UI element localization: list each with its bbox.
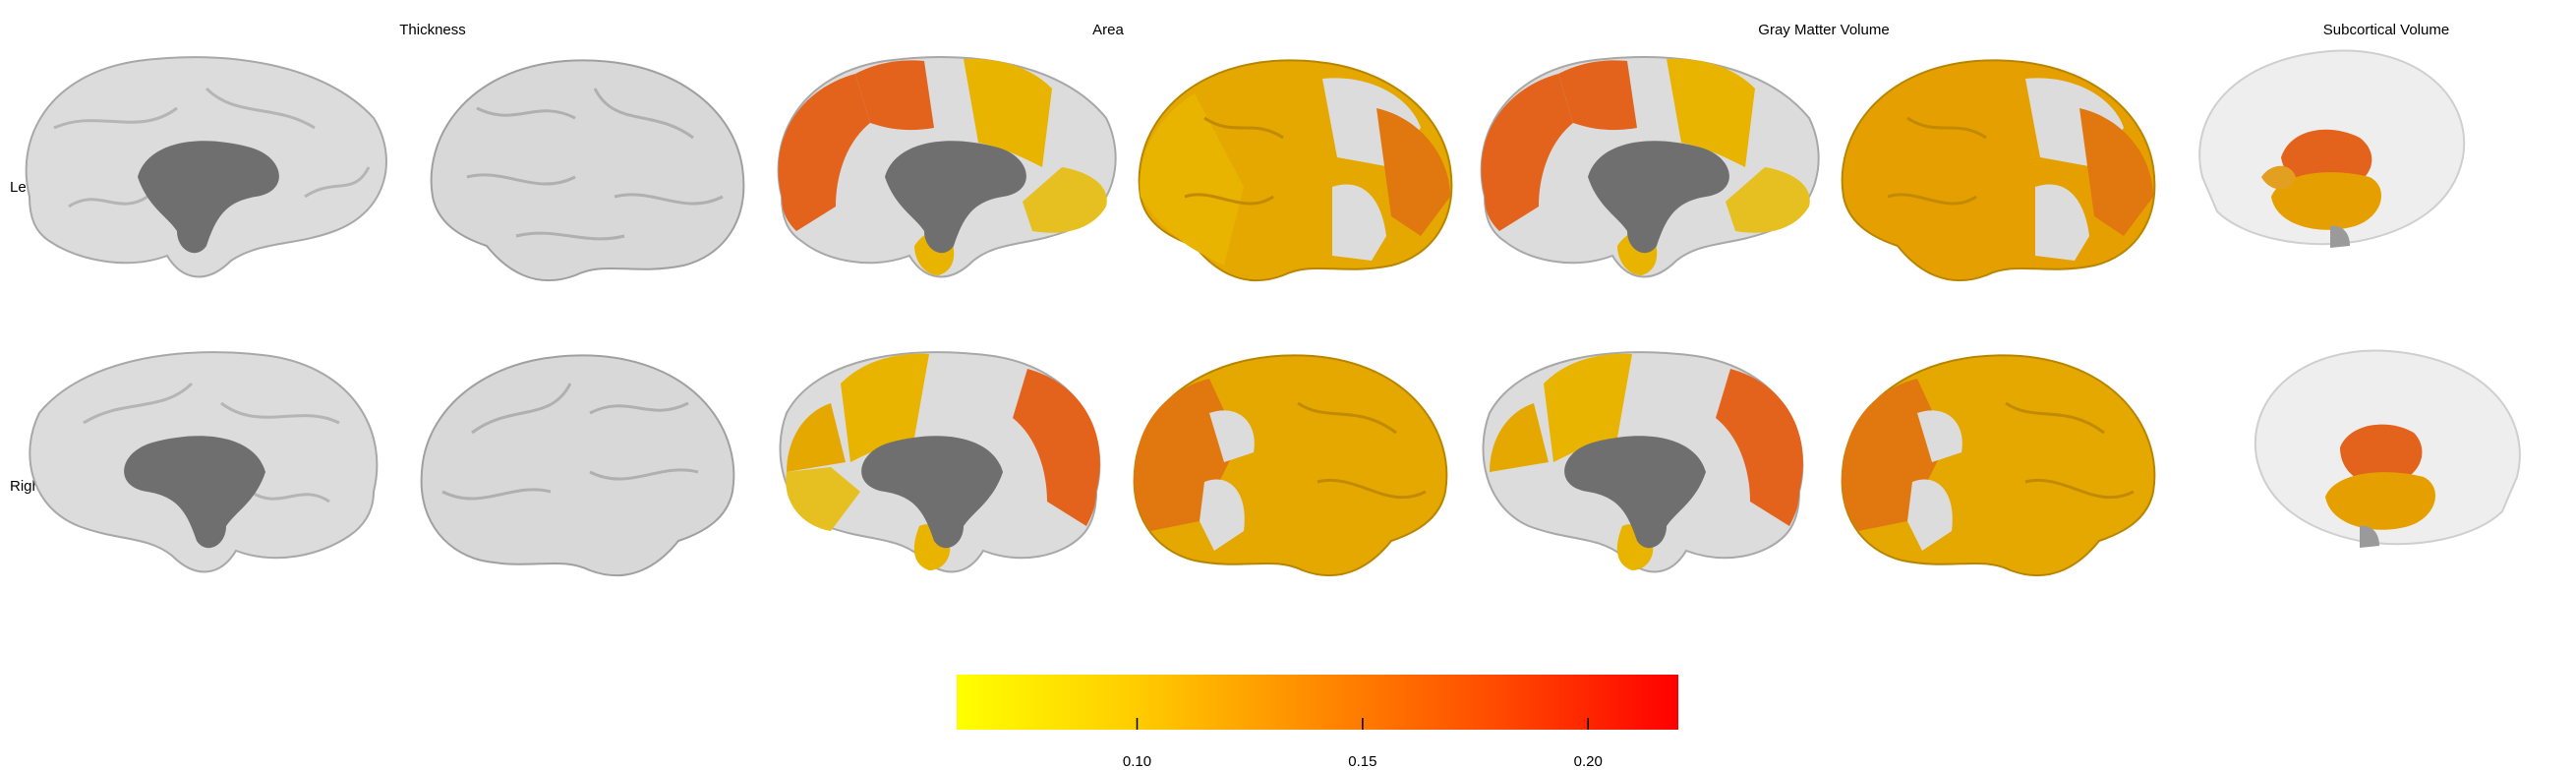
gmv-right-medial-brain — [1475, 344, 1814, 585]
gmv-left-medial-brain — [1470, 49, 1824, 290]
area-right-medial-brain — [772, 344, 1111, 585]
gmv-right-lateral-brain — [1829, 344, 2168, 585]
subcortical-left-brain — [2183, 39, 2478, 266]
colorbar-tick-label-010: 0.10 — [1122, 753, 1152, 770]
subcortical-right-brain — [2242, 339, 2537, 565]
area-right-lateral-brain — [1121, 344, 1460, 585]
thickness-left-medial-brain — [10, 49, 393, 290]
area-left-lateral-brain — [1126, 49, 1460, 290]
column-title-thickness: Thickness — [399, 22, 466, 38]
colorbar — [957, 675, 1678, 730]
colorbar-tick-label-020: 0.20 — [1573, 753, 1603, 770]
column-title-gray-matter-volume: Gray Matter Volume — [1758, 22, 1890, 38]
colorbar-gradient — [957, 675, 1678, 730]
colorbar-tick-label-015: 0.15 — [1348, 753, 1377, 770]
area-left-medial-brain — [767, 49, 1121, 290]
column-title-subcortical-volume: Subcortical Volume — [2322, 22, 2450, 38]
column-title-area: Area — [1092, 22, 1124, 38]
thickness-right-lateral-brain — [408, 344, 747, 585]
thickness-left-lateral-brain — [418, 49, 752, 290]
thickness-right-medial-brain — [15, 344, 393, 585]
gmv-left-lateral-brain — [1829, 49, 2163, 290]
